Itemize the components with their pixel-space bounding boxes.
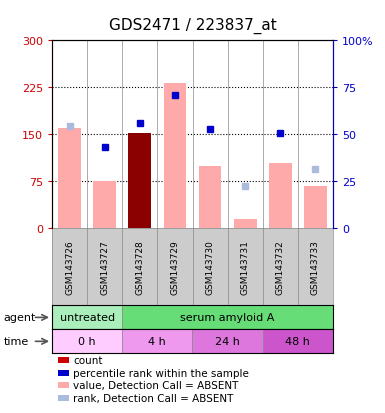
Bar (263, 330, 333, 354)
Text: GSM143727: GSM143727 (100, 240, 109, 294)
Bar (234, 220, 257, 229)
Bar (58, 129, 81, 229)
Text: rank, Detection Call = ABSENT: rank, Detection Call = ABSENT (73, 393, 233, 403)
Bar (164, 84, 186, 229)
Text: 0 h: 0 h (78, 337, 96, 347)
Text: GSM143730: GSM143730 (206, 240, 214, 294)
Text: GSM143731: GSM143731 (241, 240, 250, 294)
Bar (122, 306, 333, 330)
Text: 48 h: 48 h (285, 337, 310, 347)
Text: agent: agent (4, 313, 36, 323)
Bar (52, 306, 122, 330)
Bar (192, 330, 263, 354)
Text: GSM143728: GSM143728 (135, 240, 144, 294)
Text: GSM143726: GSM143726 (65, 240, 74, 294)
Bar (269, 163, 292, 229)
Text: serum amyloid A: serum amyloid A (181, 313, 275, 323)
Text: count: count (73, 355, 102, 366)
Bar (199, 166, 221, 229)
Bar (58, 382, 69, 388)
Text: percentile rank within the sample: percentile rank within the sample (73, 368, 249, 378)
Bar (304, 186, 327, 229)
Text: GSM143732: GSM143732 (276, 240, 285, 294)
Text: time: time (4, 337, 29, 347)
Text: 4 h: 4 h (149, 337, 166, 347)
Text: value, Detection Call = ABSENT: value, Detection Call = ABSENT (73, 380, 238, 390)
Text: untreated: untreated (60, 313, 115, 323)
Bar (52, 330, 122, 354)
Bar (58, 395, 69, 401)
Bar (128, 134, 151, 229)
Bar (122, 330, 192, 354)
Bar (58, 370, 69, 376)
Bar (58, 357, 69, 363)
Text: GSM143733: GSM143733 (311, 240, 320, 294)
Text: GSM143729: GSM143729 (171, 240, 179, 294)
Text: GDS2471 / 223837_at: GDS2471 / 223837_at (109, 17, 276, 34)
Text: 24 h: 24 h (215, 337, 240, 347)
Bar (93, 182, 116, 229)
